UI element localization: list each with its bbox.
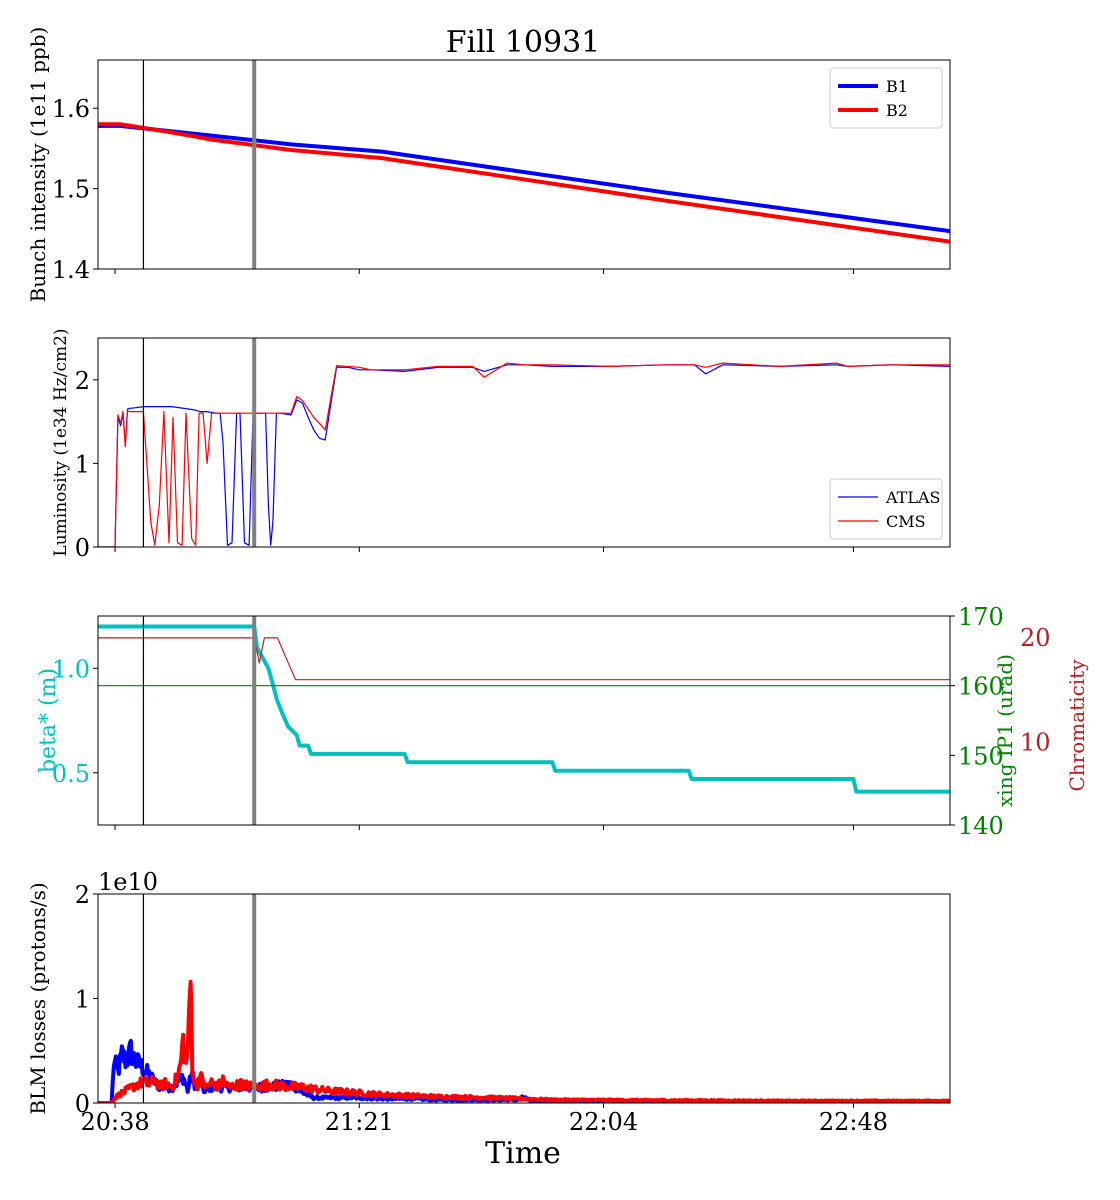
series-line-b1 bbox=[98, 1038, 950, 1103]
y-tick-label: 1.0 bbox=[52, 655, 90, 683]
y-axis-label: Luminosity (1e34 Hz/cm2) bbox=[51, 328, 71, 556]
plot-area bbox=[98, 624, 950, 794]
x-tick-label: 22:04 bbox=[569, 1108, 638, 1136]
series-line-b2 bbox=[98, 122, 950, 244]
y-tick-label: 0.5 bbox=[52, 760, 90, 788]
series-line-cms bbox=[98, 362, 950, 547]
axes-frame bbox=[97, 893, 951, 1104]
y-tick-label: 1.4 bbox=[52, 256, 90, 284]
series-line-atlas bbox=[98, 364, 950, 547]
y-tick-label: 1.5 bbox=[52, 176, 90, 204]
y-right-axis-label: xing IP1 (urad) bbox=[993, 654, 1017, 807]
plot-area bbox=[98, 122, 950, 244]
chart-panel-4: 0 1 2 20:38 21:21 22:04 22:48 BLM losses (proto… bbox=[26, 868, 951, 1136]
legend: ATLAS CMS bbox=[829, 478, 943, 540]
axes-frame bbox=[97, 615, 951, 826]
y-tick-label: 2 bbox=[75, 881, 90, 909]
y-right-tick-label: 170 bbox=[958, 603, 1004, 631]
series-line-beta- bbox=[98, 624, 950, 794]
y-right-tick-label: 150 bbox=[958, 742, 1004, 770]
legend-label: B1 bbox=[886, 77, 908, 96]
axes-frame bbox=[97, 59, 951, 270]
legend-box bbox=[829, 67, 943, 129]
axes-frame bbox=[97, 337, 951, 548]
y-right-tick-label: 160 bbox=[958, 673, 1004, 701]
y-right2-tick-label: 20 bbox=[1020, 624, 1051, 652]
x-axis-label: Time bbox=[485, 1136, 561, 1171]
figure-title: Fill 10931 bbox=[446, 25, 601, 60]
y-offset-text: 1e10 bbox=[98, 868, 158, 896]
y-right-tick-label: 140 bbox=[958, 812, 1004, 840]
x-tick-label: 22:48 bbox=[819, 1108, 888, 1136]
series-line-chromaticity bbox=[98, 637, 950, 681]
plot-area bbox=[98, 362, 950, 547]
legend-label: ATLAS bbox=[885, 488, 941, 507]
legend-label: CMS bbox=[886, 512, 926, 531]
y-tick-label: 2 bbox=[75, 367, 90, 395]
plot-area bbox=[98, 979, 950, 1103]
y-axis-label: BLM losses (protons/s) bbox=[26, 882, 50, 1114]
y-tick-label: 1 bbox=[75, 986, 90, 1014]
y-right2-tick-label: 10 bbox=[1020, 728, 1051, 756]
x-tick-label: 20:38 bbox=[80, 1108, 149, 1136]
x-tick-label: 21:21 bbox=[325, 1108, 394, 1136]
y-axis-label: Bunch intensity (1e11 ppb) bbox=[26, 27, 50, 303]
y-tick-label: 1.6 bbox=[52, 95, 90, 123]
y-tick-label: 0 bbox=[75, 1090, 90, 1118]
series-line-b2 bbox=[98, 979, 950, 1103]
y-tick-label: 1 bbox=[75, 450, 90, 478]
legend-box bbox=[829, 478, 943, 540]
legend-label: B2 bbox=[886, 101, 908, 120]
y-right2-axis-label: Chromaticity bbox=[1065, 659, 1089, 792]
y-axis-label: beta* (m) bbox=[36, 668, 61, 773]
y-tick-label: 0 bbox=[75, 534, 90, 562]
